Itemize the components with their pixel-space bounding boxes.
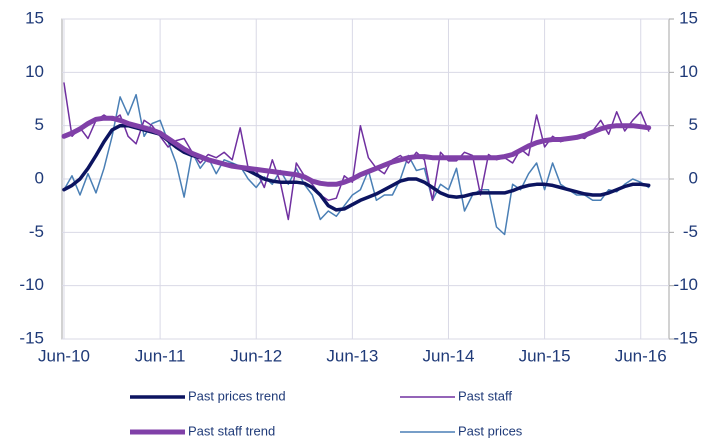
legend-label: Past staff (458, 388, 512, 403)
x-tick-label: Jun-12 (230, 346, 282, 365)
y2-tick-label: -15 (673, 328, 698, 347)
y-tick-label: 0 (35, 168, 44, 187)
series-line (63, 93, 650, 236)
x-tick-label: Jun-14 (422, 346, 474, 365)
y-tick-label: -15 (19, 328, 44, 347)
y2-tick-label: 10 (679, 62, 698, 81)
y2-tick-label: 15 (679, 8, 698, 27)
legend-label: Past prices trend (188, 388, 286, 403)
y2-tick-label: 0 (689, 168, 698, 187)
legend-label: Past prices (458, 423, 523, 438)
x-tick-label: Jun-15 (519, 346, 571, 365)
series-line (61, 115, 652, 187)
y-tick-label: 5 (35, 115, 44, 134)
y-tick-label: 15 (25, 8, 44, 27)
y2-tick-label: 5 (689, 115, 698, 134)
y-tick-label: 10 (25, 62, 44, 81)
x-tick-label: Jun-11 (135, 346, 186, 365)
y2-tick-label: -5 (683, 222, 698, 241)
x-tick-label: Jun-10 (38, 346, 90, 365)
x-tick-label: Jun-16 (615, 346, 667, 365)
legend-label: Past staff trend (188, 423, 275, 438)
x-tick-label: Jun-13 (326, 346, 378, 365)
y-tick-label: -10 (19, 275, 44, 294)
series-line (63, 82, 650, 221)
y-tick-label: -5 (29, 222, 44, 241)
y2-tick-label: -10 (673, 275, 698, 294)
